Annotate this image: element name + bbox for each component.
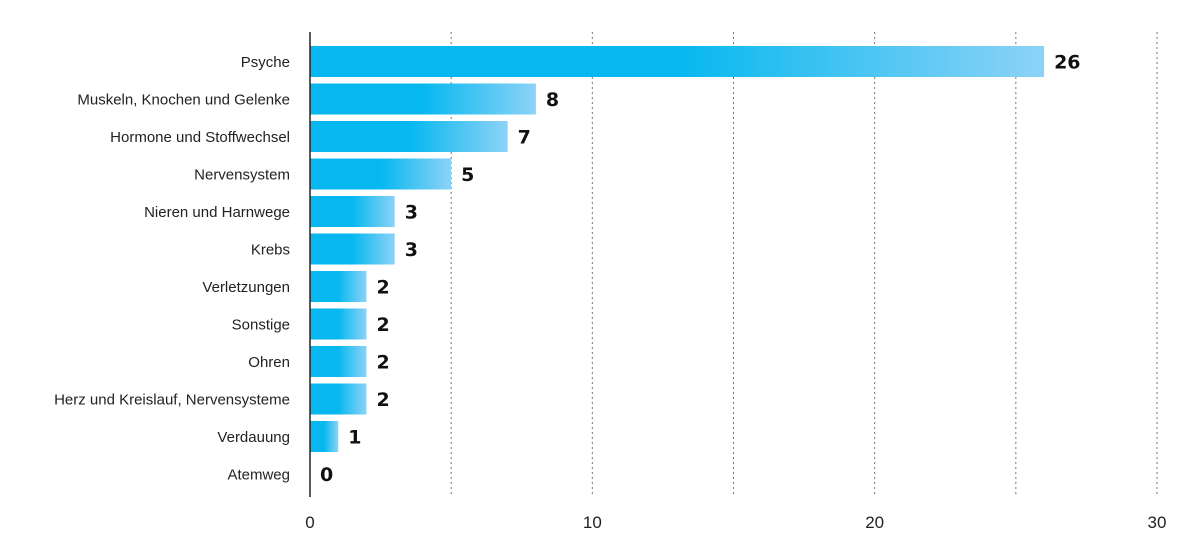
bar-9	[310, 346, 367, 377]
category-label: Krebs	[251, 242, 290, 259]
bar-5	[310, 196, 395, 227]
x-axis-ticks: 0 10 20 30	[305, 513, 1166, 532]
bar-6	[310, 233, 395, 265]
value-label: 8	[546, 89, 559, 111]
category-label: Nieren und Harnwege	[144, 204, 290, 221]
category-label: Psyche	[241, 54, 290, 71]
category-label: Verdauung	[217, 429, 290, 446]
bar-8	[310, 308, 367, 340]
x-tick-label: 10	[583, 513, 602, 532]
bar-2	[310, 83, 536, 115]
value-label: 3	[405, 202, 418, 224]
category-label: Sonstige	[232, 317, 290, 334]
category-label: Nervensystem	[194, 167, 290, 184]
category-label: Verletzungen	[202, 279, 290, 296]
bars	[310, 46, 1045, 452]
value-label: 7	[518, 127, 531, 149]
category-label: Muskeln, Knochen und Gelenke	[77, 92, 290, 109]
category-labels: Psyche Muskeln, Knochen und Gelenke Hormon…	[54, 54, 290, 484]
value-label: 26	[1054, 52, 1080, 74]
value-label: 2	[376, 352, 389, 374]
bar-10	[310, 383, 367, 415]
category-label: Ohren	[248, 354, 290, 371]
value-label: 5	[461, 164, 474, 186]
x-tick-label: 0	[305, 513, 314, 532]
bar-1	[310, 46, 1045, 77]
category-label: Herz und Kreislauf, Nervensysteme	[54, 392, 290, 409]
x-tick-label: 30	[1148, 513, 1167, 532]
category-label: Atemweg	[227, 467, 290, 484]
x-tick-label: 20	[865, 513, 884, 532]
bar-7	[310, 271, 367, 302]
value-label: 3	[405, 239, 418, 261]
bar-11	[310, 421, 339, 452]
value-label: 2	[376, 277, 389, 299]
value-label: 2	[376, 389, 389, 411]
value-label: 2	[376, 314, 389, 336]
bar-3	[310, 121, 508, 152]
value-label: 1	[348, 427, 361, 449]
bar-4	[310, 158, 452, 190]
value-label: 0	[320, 464, 333, 486]
category-label: Hormone und Stoffwechsel	[110, 129, 290, 146]
